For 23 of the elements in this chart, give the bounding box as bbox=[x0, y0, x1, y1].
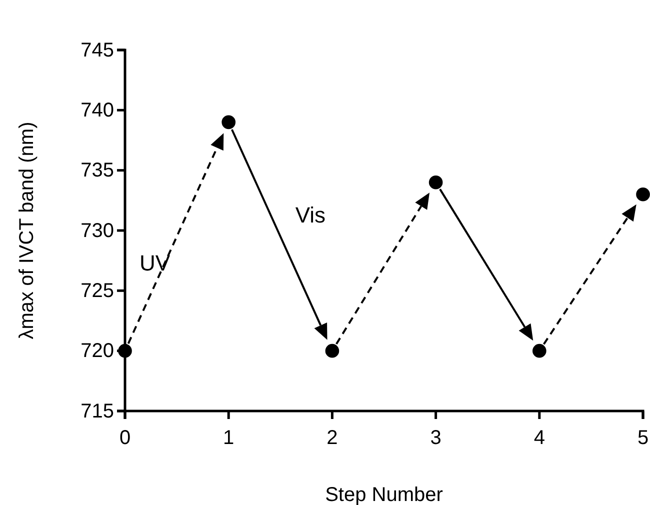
x-tick-label: 0 bbox=[119, 427, 131, 449]
y-tick-label: 735 bbox=[80, 160, 114, 182]
point bbox=[222, 115, 236, 130]
x-tick-label: 1 bbox=[223, 427, 234, 449]
y-tick-label: 725 bbox=[80, 280, 114, 302]
point bbox=[325, 344, 340, 358]
x-tick-label: 2 bbox=[326, 427, 338, 449]
y-tick-label: 715 bbox=[80, 400, 114, 422]
y-tick-label: 730 bbox=[80, 220, 114, 242]
annotation: Vis bbox=[295, 202, 326, 228]
x-tick-label: 3 bbox=[430, 427, 442, 449]
y-tick-label: 745 bbox=[80, 39, 114, 62]
point bbox=[428, 175, 443, 190]
point bbox=[118, 344, 132, 358]
x-axis-title: Step Number bbox=[325, 484, 444, 505]
annotation: UV bbox=[140, 250, 170, 276]
y-tick-label: 720 bbox=[80, 340, 114, 362]
x-tick-label: 4 bbox=[534, 427, 545, 449]
point bbox=[636, 188, 650, 202]
y-axis-title: λmax of IVCT band (nm) bbox=[16, 122, 38, 340]
x-tick-label: 5 bbox=[637, 427, 649, 449]
y-tick-label: 740 bbox=[80, 100, 114, 122]
point bbox=[532, 344, 546, 358]
